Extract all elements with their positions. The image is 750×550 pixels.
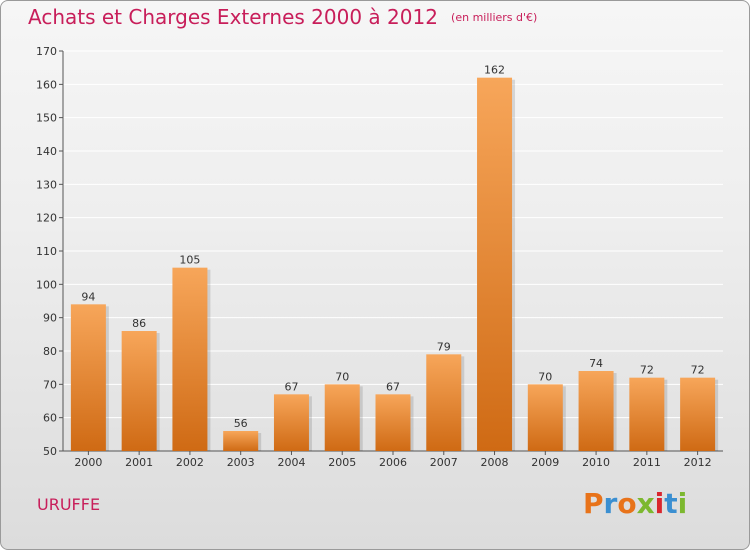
value-label-2011: 72 bbox=[640, 364, 654, 377]
commune-name: URUFFE bbox=[37, 495, 101, 514]
value-label-2008: 162 bbox=[484, 64, 505, 77]
chart-title: Achats et Charges Externes 2000 à 2012 (… bbox=[28, 5, 537, 29]
axis-layer: 50 60 70 80 90 100 110 120 130 140 150 160 170 2000 20… bbox=[36, 45, 723, 469]
value-label-2006: 67 bbox=[386, 380, 400, 393]
bar-2011[interactable] bbox=[629, 377, 665, 451]
bar-layer bbox=[70, 77, 719, 452]
x-tick-label-2005: 2005 bbox=[328, 456, 356, 469]
bar-2004[interactable] bbox=[273, 394, 309, 451]
bar-2010[interactable] bbox=[578, 371, 614, 451]
bar-2000[interactable] bbox=[70, 304, 106, 451]
y-tick-label: 70 bbox=[43, 378, 57, 391]
y-tick-label: 160 bbox=[36, 78, 57, 91]
x-tick-label-2003: 2003 bbox=[227, 456, 255, 469]
value-label-2004: 67 bbox=[284, 380, 298, 393]
x-tick-label-2000: 2000 bbox=[74, 456, 102, 469]
y-tick-label: 60 bbox=[43, 412, 57, 425]
y-tick-label: 90 bbox=[43, 312, 57, 325]
value-label-2000: 94 bbox=[81, 290, 95, 303]
x-tick-label-2006: 2006 bbox=[379, 456, 407, 469]
logo-letter: i bbox=[654, 487, 665, 520]
label-layer: 94 86 105 56 67 70 67 79 162 70 74 72 72 bbox=[81, 64, 704, 430]
y-tick-label: 130 bbox=[36, 178, 57, 191]
chart-title-text: Achats et Charges Externes 2000 à 2012 bbox=[28, 5, 438, 29]
bar-2007[interactable] bbox=[426, 354, 462, 451]
bar-2008[interactable] bbox=[477, 77, 513, 452]
x-tick-label-2009: 2009 bbox=[531, 456, 559, 469]
bar-2003[interactable] bbox=[223, 431, 259, 451]
value-label-2002: 105 bbox=[179, 254, 200, 267]
y-tick-label: 100 bbox=[36, 278, 57, 291]
value-label-2012: 72 bbox=[691, 364, 705, 377]
bar-2009[interactable] bbox=[527, 384, 563, 451]
x-tick-label-2011: 2011 bbox=[633, 456, 661, 469]
value-label-2003: 56 bbox=[234, 417, 248, 430]
bar-2012[interactable] bbox=[680, 377, 716, 451]
logo-letter: o bbox=[617, 487, 637, 520]
y-tick-label: 150 bbox=[36, 112, 57, 125]
logo-letter: x bbox=[636, 487, 655, 520]
x-tick-label-2004: 2004 bbox=[277, 456, 305, 469]
x-tick-label-2012: 2012 bbox=[684, 456, 712, 469]
y-tick-label: 50 bbox=[43, 445, 57, 458]
bar-2006[interactable] bbox=[375, 394, 411, 451]
chart-unit-text: (en milliers d'€) bbox=[451, 11, 538, 24]
x-tick-label-2002: 2002 bbox=[176, 456, 204, 469]
x-tick-label-2007: 2007 bbox=[430, 456, 458, 469]
y-tick-label: 110 bbox=[36, 245, 57, 258]
logo-letter: t bbox=[664, 487, 678, 520]
x-tick-label-2008: 2008 bbox=[481, 456, 509, 469]
bar-2002[interactable] bbox=[172, 267, 208, 451]
logo-letter: i bbox=[677, 487, 688, 520]
value-label-2007: 79 bbox=[437, 340, 451, 353]
y-tick-label: 170 bbox=[36, 45, 57, 58]
value-label-2005: 70 bbox=[335, 370, 349, 383]
logo-letter: P bbox=[583, 487, 604, 520]
y-tick-label: 140 bbox=[36, 145, 57, 158]
value-label-2009: 70 bbox=[538, 370, 552, 383]
y-tick-label: 80 bbox=[43, 345, 57, 358]
value-label-2001: 86 bbox=[132, 317, 146, 330]
y-tick-label: 120 bbox=[36, 212, 57, 225]
value-label-2010: 74 bbox=[589, 357, 603, 370]
bar-2005[interactable] bbox=[324, 384, 360, 451]
logo-letter: r bbox=[603, 487, 618, 520]
proxiti-logo[interactable]: Proxiti bbox=[583, 487, 687, 520]
x-tick-label-2001: 2001 bbox=[125, 456, 153, 469]
bar-2001[interactable] bbox=[121, 331, 157, 451]
x-tick-label-2010: 2010 bbox=[582, 456, 610, 469]
